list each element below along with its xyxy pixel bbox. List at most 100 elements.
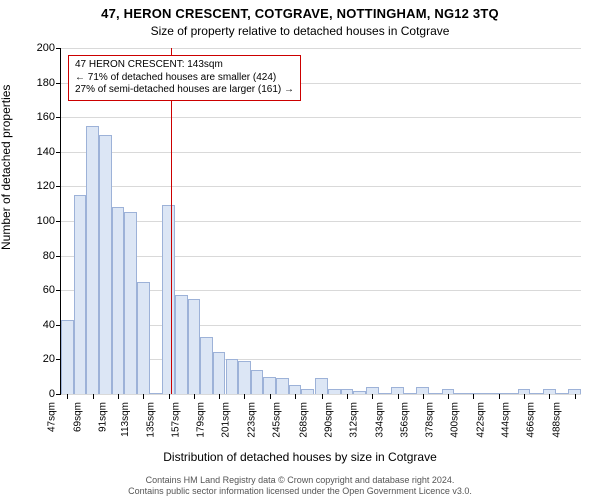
x-tick-mark [575,394,576,399]
y-tick-label: 180 [37,77,55,89]
x-tick-mark [219,394,220,399]
histogram-bar [391,387,404,394]
x-axis-label: Distribution of detached houses by size … [0,450,600,464]
y-tick-label: 80 [43,250,55,262]
x-tick-label: 312sqm [349,402,360,438]
x-tick-label: 268sqm [298,402,309,438]
x-tick-mark [244,394,245,399]
x-tick-label: 113sqm [120,402,131,437]
histogram-bar [505,393,518,394]
histogram-bar [251,370,264,394]
x-tick-label: 201sqm [221,402,232,438]
chart-container: 47, HERON CRESCENT, COTGRAVE, NOTTINGHAM… [0,0,600,500]
histogram-bar [429,393,442,394]
histogram-bar [162,205,175,394]
x-tick-mark [194,394,195,399]
histogram-bar [175,295,188,394]
footer-line-1: Contains HM Land Registry data © Crown c… [0,475,600,485]
histogram-bar [226,359,239,394]
x-tick-label: 179sqm [196,402,207,438]
annotation-box: 47 HERON CRESCENT: 143sqm← 71% of detach… [68,55,301,101]
x-tick-mark [67,394,68,399]
x-tick-mark [524,394,525,399]
x-tick-label: 223sqm [247,402,258,438]
y-tick-label: 120 [37,180,55,192]
footer-attribution: Contains HM Land Registry data © Crown c… [0,475,600,496]
histogram-bar [353,391,366,394]
x-tick-label: 488sqm [551,402,562,438]
y-tick-label: 20 [43,353,55,365]
histogram-bar [112,207,125,394]
x-tick-mark [270,394,271,399]
y-tick-mark [56,117,61,118]
histogram-bar [366,387,379,394]
x-tick-mark [448,394,449,399]
y-gridline [61,221,581,222]
y-tick-label: 40 [43,319,55,331]
x-tick-mark [398,394,399,399]
histogram-bar [238,361,251,394]
y-tick-label: 140 [37,146,55,158]
y-tick-label: 60 [43,284,55,296]
y-tick-mark [56,256,61,257]
x-tick-label: 91sqm [97,402,108,432]
histogram-bar [454,393,467,394]
x-tick-label: 334sqm [374,402,385,438]
annotation-line-2: ← 71% of detached houses are smaller (42… [75,72,294,85]
chart-title-main: 47, HERON CRESCENT, COTGRAVE, NOTTINGHAM… [0,6,600,21]
y-tick-label: 200 [37,42,55,54]
histogram-bar [315,378,328,394]
histogram-bar [328,389,341,394]
y-axis-label: Number of detached properties [0,85,13,250]
y-tick-label: 100 [37,215,55,227]
x-tick-label: 69sqm [72,402,83,432]
y-tick-mark [56,186,61,187]
x-tick-label: 444sqm [501,402,512,438]
x-tick-mark [473,394,474,399]
x-tick-mark [295,394,296,399]
annotation-line-3: 27% of semi-detached houses are larger (… [75,84,294,97]
y-gridline [61,117,581,118]
x-tick-mark [347,394,348,399]
histogram-bar [200,337,213,394]
y-tick-mark [56,83,61,84]
x-tick-mark [118,394,119,399]
y-tick-label: 160 [37,111,55,123]
y-gridline [61,256,581,257]
x-tick-label: 47sqm [47,402,58,432]
x-tick-label: 466sqm [526,402,537,438]
histogram-bar [289,385,302,394]
y-tick-mark [56,394,61,395]
x-tick-label: 135sqm [145,402,156,438]
histogram-bar [379,393,392,394]
histogram-bar [404,393,417,394]
x-tick-mark [423,394,424,399]
histogram-bar [416,387,429,394]
histogram-bar [137,282,150,394]
footer-line-2: Contains public sector information licen… [0,486,600,496]
histogram-bar [86,126,99,394]
y-gridline [61,186,581,187]
annotation-line-1: 47 HERON CRESCENT: 143sqm [75,59,294,72]
y-tick-mark [56,48,61,49]
x-tick-label: 245sqm [272,402,283,438]
x-tick-mark [169,394,170,399]
chart-title-sub: Size of property relative to detached ho… [0,24,600,38]
y-tick-mark [56,290,61,291]
x-tick-mark [322,394,323,399]
x-tick-mark [549,394,550,399]
x-tick-mark [499,394,500,399]
x-tick-mark [372,394,373,399]
histogram-bar [99,135,112,395]
x-tick-mark [143,394,144,399]
histogram-bar [556,393,569,394]
y-tick-mark [56,221,61,222]
histogram-bar [263,377,276,394]
histogram-bar [124,212,137,394]
x-tick-label: 400sqm [450,402,461,438]
histogram-bar [74,195,87,394]
x-tick-label: 290sqm [324,402,335,438]
histogram-bar [276,378,289,394]
x-tick-mark [93,394,94,399]
histogram-bar [150,393,163,394]
